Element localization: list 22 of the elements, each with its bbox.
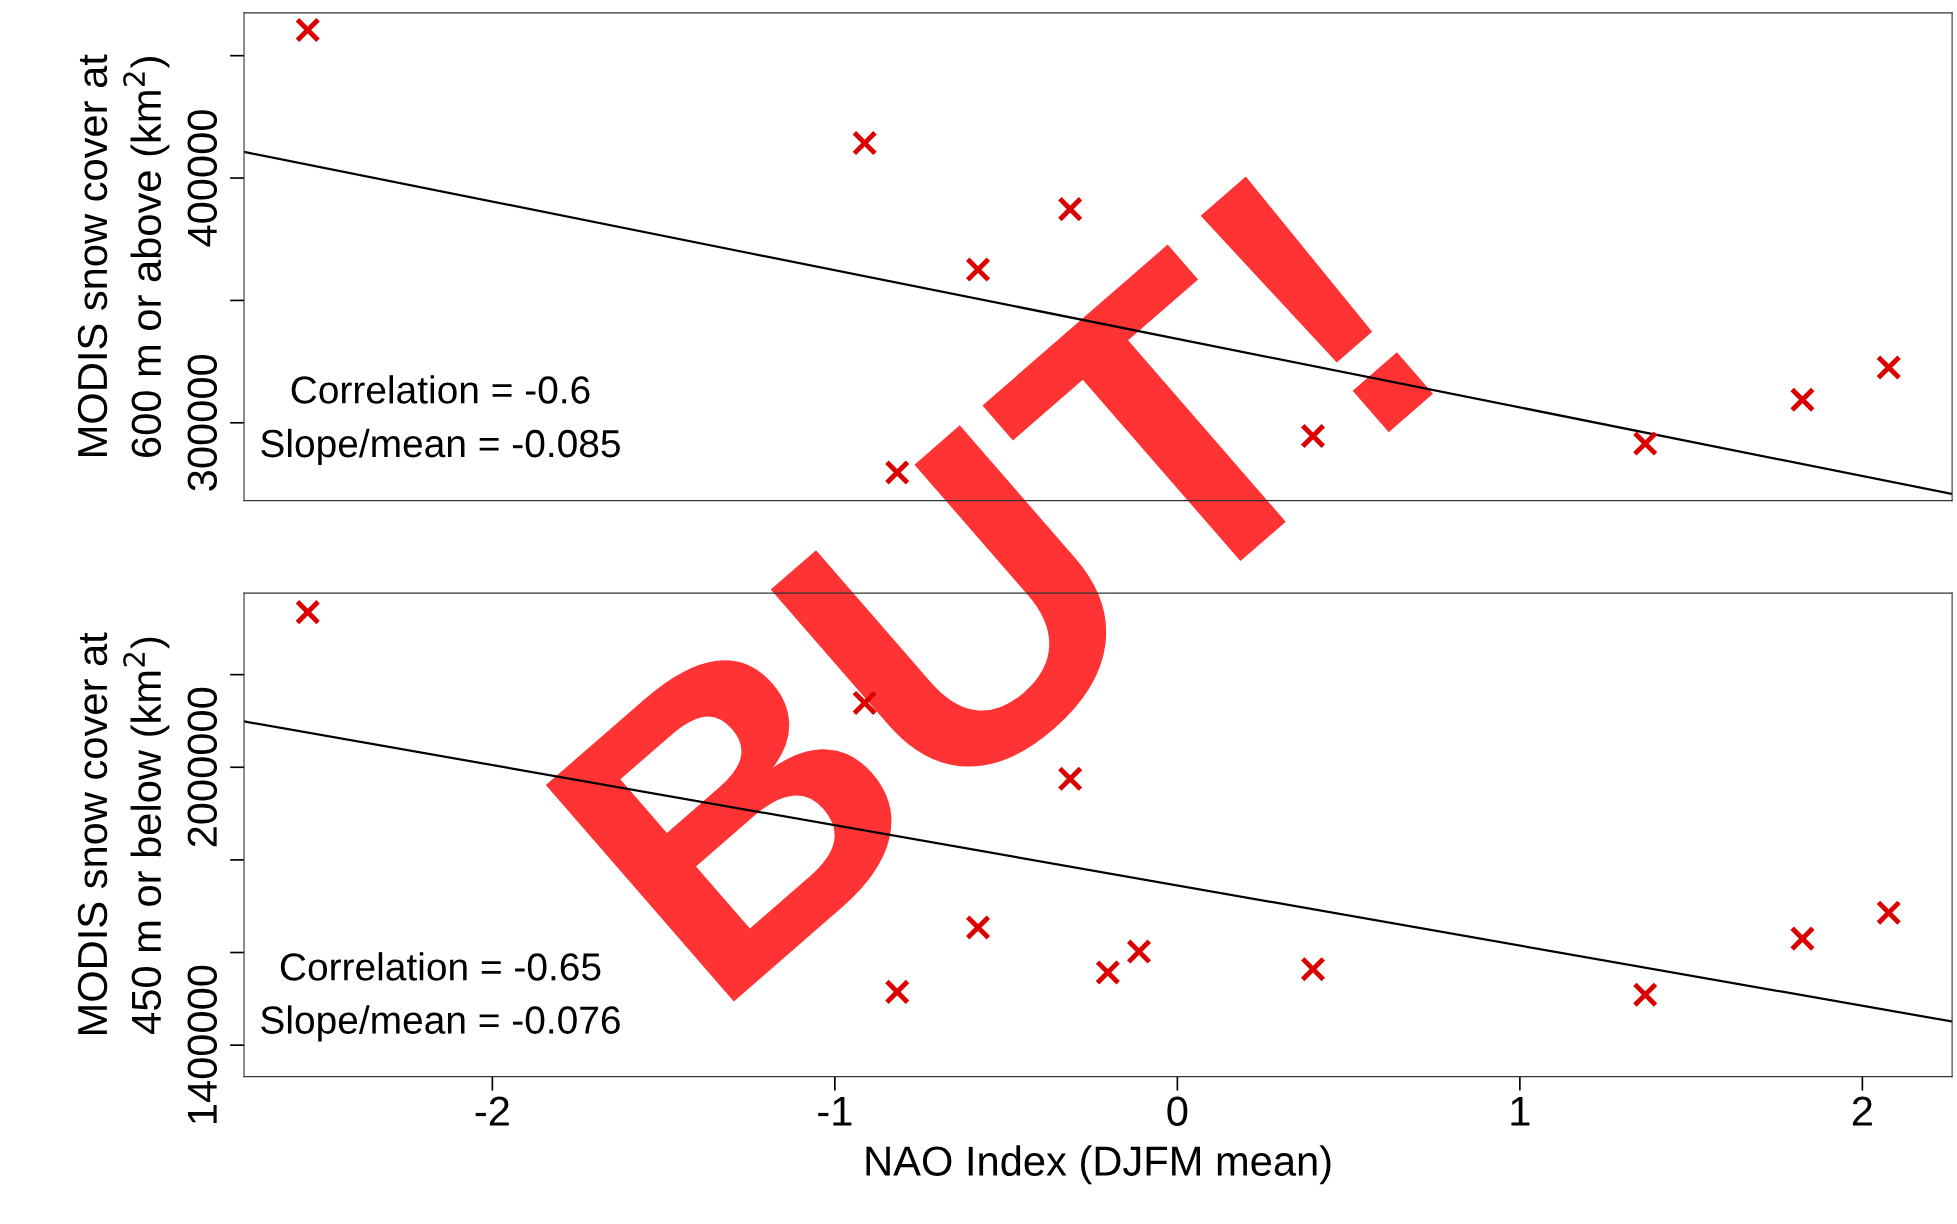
point <box>295 17 321 43</box>
point <box>1789 925 1816 952</box>
x-tick-label: 0 <box>1167 1096 1188 1126</box>
point <box>1876 899 1902 926</box>
point <box>1632 981 1658 1008</box>
y-axis-title: MODIS snow cover at 450 m or below (km$^{2}$) <box>77 632 170 1035</box>
point <box>1632 430 1658 457</box>
y-tick-label: 300000 <box>187 354 218 491</box>
x-tick-label: 2 <box>1852 1096 1872 1126</box>
y-tick-label: 1400000 <box>187 965 218 1124</box>
y-axis-title: MODIS snow cover at 600 m or above (km$^{2}$) <box>77 54 170 457</box>
point <box>1876 354 1902 381</box>
point <box>295 599 321 625</box>
x-tick-label: -2 <box>475 1096 509 1126</box>
x-tick-label: -1 <box>818 1096 852 1126</box>
x-tick-label: 1 <box>1511 1096 1530 1126</box>
point <box>851 130 878 156</box>
annotation: Slope/mean = -0.076 <box>261 1005 620 1042</box>
x-axis-title: NAO Index (DJFM mean) <box>866 1145 1331 1185</box>
y-tick-label: 2000000 <box>187 687 218 847</box>
y-tick-label: 400000 <box>187 110 218 247</box>
point <box>1789 387 1816 413</box>
